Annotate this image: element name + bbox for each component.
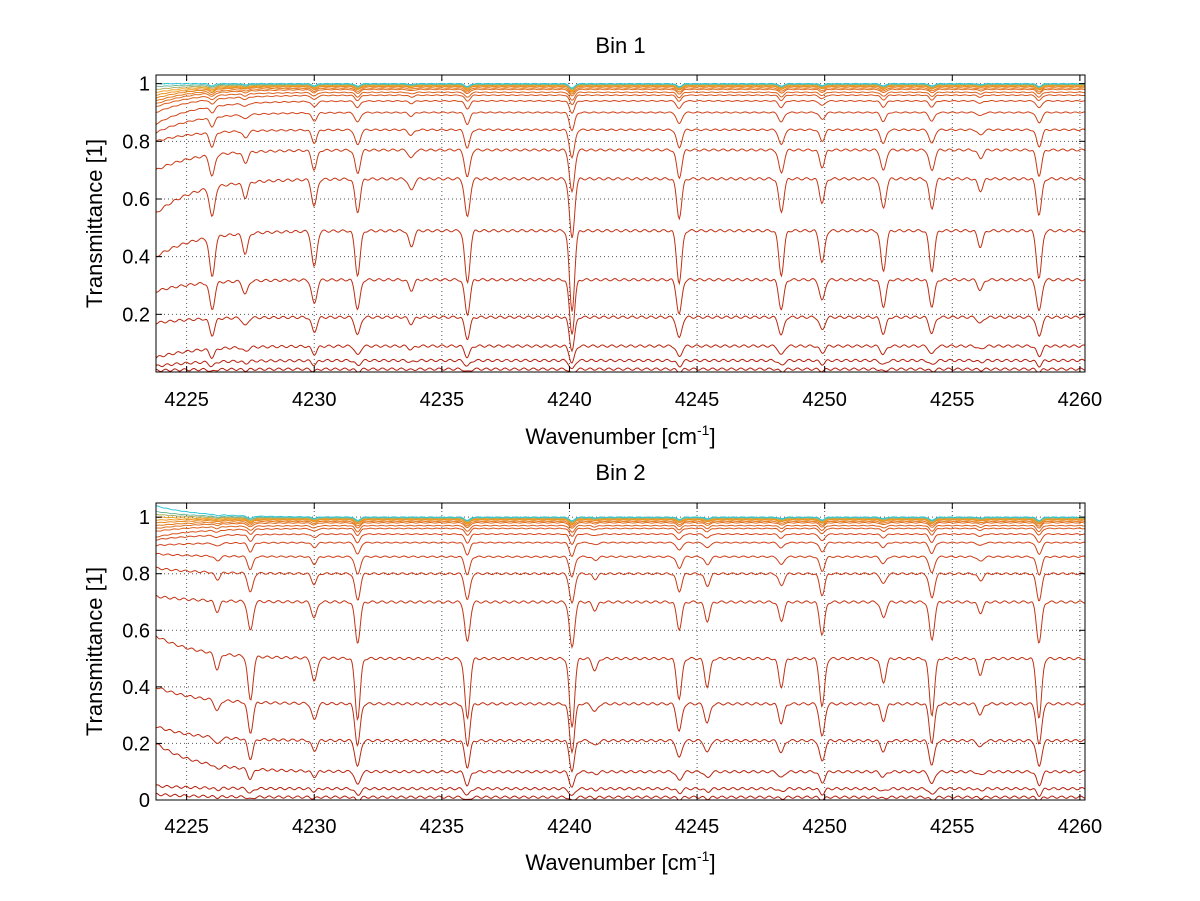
series-line xyxy=(156,566,1085,605)
y-tick-label: 0.2 xyxy=(122,304,150,326)
series-line xyxy=(156,128,1085,159)
series-line xyxy=(156,94,1085,113)
series-line xyxy=(156,743,1085,788)
series-line xyxy=(156,367,1085,372)
series-line xyxy=(156,82,1085,89)
series-line xyxy=(156,111,1085,134)
series-line xyxy=(156,726,1085,773)
series-line xyxy=(156,552,1085,578)
series-line xyxy=(156,148,1085,194)
series-line xyxy=(156,541,1085,558)
chart-title: Bin 2 xyxy=(595,460,645,485)
y-tick-label: 0.2 xyxy=(122,733,150,755)
series-line xyxy=(156,315,1085,353)
x-tick-label: 4235 xyxy=(420,389,465,411)
series-group xyxy=(156,82,1085,372)
x-tick-label: 4230 xyxy=(292,816,337,838)
series-line xyxy=(156,635,1085,728)
series-line xyxy=(156,594,1085,650)
y-tick-label: 0.8 xyxy=(122,564,150,586)
series-line xyxy=(156,520,1085,527)
series-line xyxy=(156,505,1085,522)
y-tick-label: 0.6 xyxy=(122,620,150,642)
chart-title: Bin 1 xyxy=(595,33,645,58)
series-line xyxy=(156,177,1085,239)
series-line xyxy=(156,84,1085,91)
series-line xyxy=(156,510,1085,523)
series-line xyxy=(156,91,1085,107)
series-line xyxy=(156,88,1085,105)
x-tick-label: 4255 xyxy=(930,816,975,838)
y-axis-label: Transmittance [1] xyxy=(82,139,107,308)
series-line xyxy=(156,533,1085,546)
x-tick-label: 4235 xyxy=(420,816,465,838)
x-axis-label: Wavenumber [cm-1] xyxy=(525,848,715,875)
x-tick-label: 4225 xyxy=(164,816,209,838)
x-tick-label: 4245 xyxy=(675,389,720,411)
y-tick-label: 1 xyxy=(139,507,150,529)
series-line xyxy=(156,100,1085,125)
series-line xyxy=(156,358,1085,370)
x-tick-label: 4250 xyxy=(802,389,847,411)
y-tick-label: 0.8 xyxy=(122,131,150,153)
x-tick-label: 4250 xyxy=(802,816,847,838)
y-tick-label: 0.4 xyxy=(122,247,150,269)
series-line xyxy=(156,513,1085,523)
series-line xyxy=(156,278,1085,335)
axes-box xyxy=(155,502,1086,801)
x-tick-label: 4245 xyxy=(675,816,720,838)
x-tick-label: 4240 xyxy=(547,389,592,411)
y-tick-label: 0.6 xyxy=(122,189,150,211)
x-tick-label: 4225 xyxy=(164,389,209,411)
series-line xyxy=(156,784,1085,798)
series-line xyxy=(156,344,1085,364)
x-tick-label: 4230 xyxy=(292,389,337,411)
series-line xyxy=(156,524,1085,533)
series-line xyxy=(156,687,1085,755)
x-tick-label: 4255 xyxy=(930,389,975,411)
series-line xyxy=(156,527,1085,538)
x-tick-label: 4260 xyxy=(1058,816,1103,838)
y-tick-label: 0 xyxy=(139,790,150,812)
y-tick-label: 1 xyxy=(139,74,150,96)
y-axis-label: Transmittance [1] xyxy=(82,567,107,736)
x-tick-label: 4260 xyxy=(1058,389,1103,411)
x-tick-label: 4240 xyxy=(547,816,592,838)
y-tick-label: 0.4 xyxy=(122,677,150,699)
series-group xyxy=(156,505,1085,800)
bin-1-panel: 4225 4230 4235 4240 4245 4250 4255 4260 0.2 0.4 0.… xyxy=(82,33,1102,449)
series-line xyxy=(156,87,1085,102)
x-axis-label: Wavenumber [cm-1] xyxy=(525,422,715,449)
bin-2-panel: 4225 4230 4235 4240 4245 4250 4255 4260 0 0.2 0.4 0… xyxy=(82,460,1102,875)
series-line xyxy=(156,522,1085,529)
series-line xyxy=(156,792,1085,800)
axes-box xyxy=(155,74,1086,373)
series-line xyxy=(156,229,1085,312)
series-line xyxy=(156,83,1085,90)
